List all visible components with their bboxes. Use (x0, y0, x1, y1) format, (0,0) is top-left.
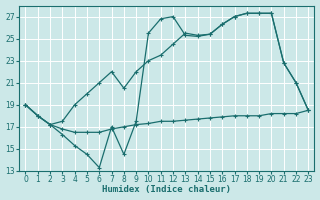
X-axis label: Humidex (Indice chaleur): Humidex (Indice chaleur) (102, 185, 231, 194)
